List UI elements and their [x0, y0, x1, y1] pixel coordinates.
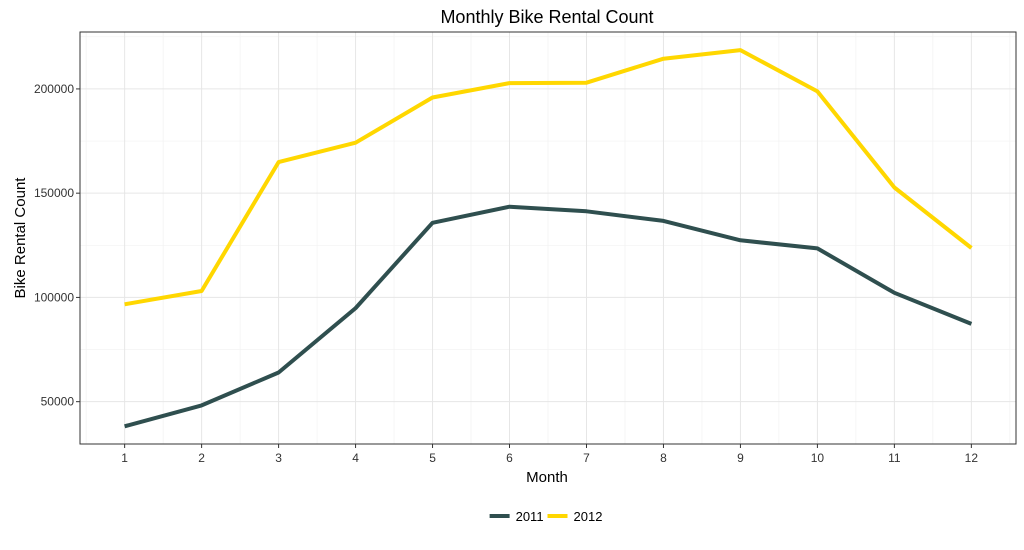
chart-title: Monthly Bike Rental Count	[440, 7, 653, 27]
x-tick-label: 5	[429, 451, 436, 465]
minor-gridlines	[80, 32, 1016, 444]
x-tick-label: 7	[583, 451, 590, 465]
x-axis-ticks: 1 2 3 4 5 6 7 8 9 10 11 12	[121, 444, 978, 465]
legend-item-2011: 2011	[489, 509, 544, 524]
series-line-2011	[124, 204, 973, 429]
major-gridlines	[80, 32, 1016, 444]
plot-panel-border	[79, 31, 1017, 445]
x-axis-title: Month	[526, 469, 568, 486]
legend-label: 2011	[516, 509, 544, 524]
x-tick-label: 2	[198, 451, 205, 465]
legend-item-2012: 2012	[547, 509, 603, 524]
x-tick-label: 8	[660, 451, 667, 465]
x-tick-label: 1	[121, 451, 128, 465]
x-tick-label: 11	[888, 451, 901, 465]
y-axis-title: Bike Rental Count	[12, 177, 29, 299]
x-tick-label: 9	[737, 451, 744, 465]
legend-label: 2012	[574, 509, 603, 524]
series-lines	[124, 48, 973, 429]
series-line-2012	[124, 48, 973, 307]
x-tick-label: 4	[352, 451, 359, 465]
y-axis-ticks: 50000 100000 150000 200000	[34, 82, 80, 409]
y-tick-label: 50000	[41, 395, 75, 409]
y-tick-label: 200000	[34, 82, 74, 96]
x-tick-label: 6	[506, 451, 513, 465]
legend: 2011 2012	[489, 509, 603, 524]
x-tick-label: 10	[811, 451, 825, 465]
y-tick-label: 100000	[34, 290, 74, 304]
x-tick-label: 12	[965, 451, 979, 465]
x-tick-label: 3	[275, 451, 282, 465]
y-tick-label: 150000	[34, 186, 74, 200]
